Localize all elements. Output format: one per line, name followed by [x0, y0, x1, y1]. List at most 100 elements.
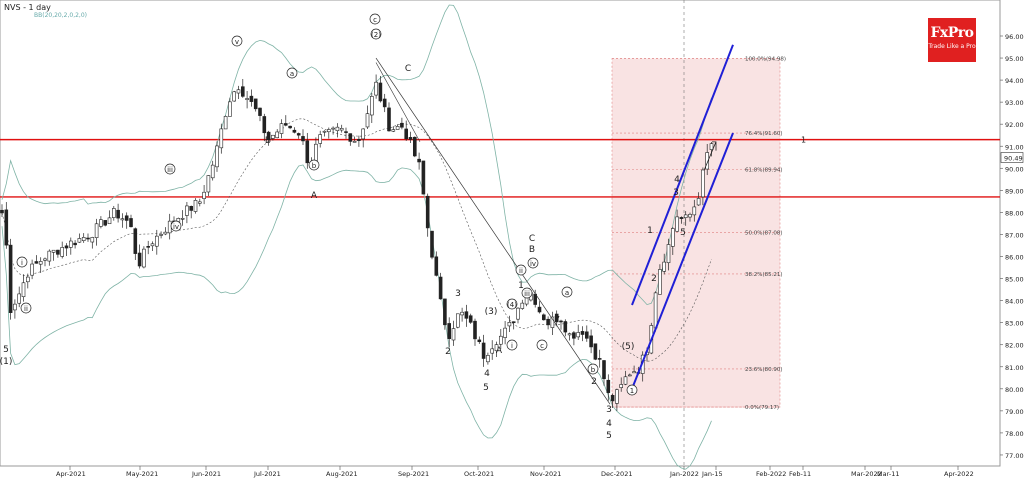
candle-body — [447, 323, 452, 339]
wave-label: (2) — [371, 31, 381, 39]
candle-body — [369, 96, 374, 116]
wave-label: (1) — [0, 357, 12, 367]
y-axis-tick-label: 93.00 — [1005, 99, 1024, 107]
candle-body — [443, 298, 447, 326]
y-axis-tick-label: 84.00 — [1005, 298, 1024, 306]
y-axis-tick-label: 85.00 — [1005, 276, 1024, 284]
y-axis-tick-label: 91.00 — [1005, 143, 1024, 151]
candle-body — [129, 218, 133, 228]
candle-body — [163, 231, 168, 235]
wave-label: 2 — [445, 347, 451, 357]
candle-body — [241, 86, 245, 97]
y-axis-tick-label: 88.00 — [1005, 209, 1024, 217]
wave-label: (5) — [622, 342, 635, 352]
wave-label: 4 — [674, 175, 680, 185]
candle-body — [357, 139, 361, 141]
wave-label: A — [496, 346, 503, 356]
candle-body — [34, 261, 39, 264]
plot-frame — [0, 0, 1001, 467]
candle-body — [468, 315, 473, 323]
candle-body — [524, 297, 529, 305]
last-price-box — [1000, 152, 1024, 163]
y-axis-tick-label: 89.00 — [1005, 187, 1024, 195]
candle-body — [142, 248, 146, 268]
candle-body — [51, 249, 56, 253]
wave-label: C — [529, 234, 535, 244]
candle-body — [262, 116, 267, 134]
candle-body — [425, 195, 430, 229]
candle-body — [546, 318, 550, 326]
candle-body — [73, 242, 77, 246]
wave-trendline — [375, 62, 421, 142]
wave-label-circle — [164, 163, 176, 175]
wave-label: ii — [24, 305, 28, 313]
wave-label-circle — [536, 339, 548, 351]
candle-body — [215, 145, 219, 168]
brand-tagline: Trade Like a Pro — [928, 43, 976, 50]
wave-label: i — [21, 259, 23, 267]
candle-body — [576, 332, 581, 338]
wave-label: 1 — [630, 387, 634, 395]
candle-body — [473, 320, 477, 340]
wave-label: b — [591, 366, 596, 374]
x-axis-tick-label: Jun-2021 — [191, 470, 221, 478]
candle-body — [155, 235, 159, 247]
candle-body — [296, 133, 301, 136]
candle-body — [559, 320, 563, 323]
candle-body — [451, 328, 456, 341]
candle-body — [146, 246, 150, 248]
candle-body — [206, 175, 211, 193]
candle-body — [404, 128, 409, 140]
wave-label: C — [405, 64, 411, 74]
candle-body — [159, 234, 163, 236]
projection-arrow — [703, 141, 717, 171]
candle-body — [602, 360, 606, 380]
wave-label-circle — [170, 220, 182, 232]
x-axis-tick-label: Apr-2021 — [56, 470, 86, 478]
y-axis-tick-label: 77.00 — [1005, 452, 1024, 460]
wave-label: 5 — [680, 228, 686, 238]
candle-body — [606, 379, 611, 393]
candle-body — [615, 389, 619, 404]
wave-label: 1 — [647, 226, 653, 236]
wave-label: iv — [530, 260, 536, 268]
candle-body — [541, 314, 546, 321]
wave-label: 2 — [591, 377, 597, 387]
wave-label: c — [540, 342, 544, 350]
wave-label: 3 — [455, 289, 461, 299]
wave-label: v — [554, 314, 560, 324]
wave-label-circle — [231, 35, 243, 47]
resistance-marker-label: 1 — [801, 136, 806, 145]
candle-body — [430, 230, 434, 258]
candle-body — [619, 384, 624, 388]
candle-body — [658, 269, 662, 295]
candle-body — [692, 206, 697, 216]
candle-body — [709, 143, 714, 150]
candle-body — [90, 237, 95, 243]
candle-body — [318, 134, 323, 144]
candle-body — [292, 129, 297, 133]
wave-label-circle — [626, 384, 638, 396]
candle-body — [279, 123, 284, 134]
candle-body — [567, 333, 572, 336]
y-axis-tick-label: 87.00 — [1005, 231, 1024, 239]
bollinger-upper-band — [1, 4, 712, 306]
wave-label: 2 — [651, 274, 657, 284]
candle-body — [520, 302, 525, 309]
candle-body — [516, 307, 520, 320]
brand-logo: FxPro Trade Like a Pro — [928, 18, 976, 62]
candle-body — [228, 101, 232, 117]
candle-body — [283, 123, 288, 126]
candle-body — [632, 371, 636, 374]
candle-body — [589, 335, 593, 348]
x-axis-tick-label: Oct-2021 — [464, 470, 494, 478]
candle-body — [662, 261, 667, 272]
candle-body — [460, 311, 464, 316]
candle-body — [8, 244, 13, 313]
candle-body — [4, 209, 9, 246]
candle-body — [124, 215, 129, 221]
wave-label-circle — [561, 286, 573, 298]
wave-label-circle — [587, 363, 599, 375]
wave-label-circle — [20, 302, 32, 314]
